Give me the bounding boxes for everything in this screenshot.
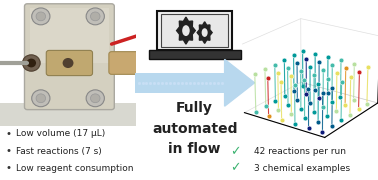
Polygon shape bbox=[177, 17, 195, 44]
Text: 42 reactions per run: 42 reactions per run bbox=[254, 147, 346, 156]
Circle shape bbox=[86, 90, 104, 107]
Circle shape bbox=[182, 25, 190, 36]
Text: ✓: ✓ bbox=[230, 145, 240, 158]
Text: Fully: Fully bbox=[176, 101, 213, 115]
FancyBboxPatch shape bbox=[149, 50, 241, 59]
Circle shape bbox=[32, 90, 50, 107]
Text: automated: automated bbox=[152, 122, 237, 136]
Text: in flow: in flow bbox=[169, 142, 221, 156]
Circle shape bbox=[90, 94, 100, 103]
Text: ✓: ✓ bbox=[230, 162, 240, 175]
FancyBboxPatch shape bbox=[46, 50, 93, 76]
Circle shape bbox=[63, 58, 73, 68]
Text: Low volume (17 μL): Low volume (17 μL) bbox=[16, 129, 105, 138]
Circle shape bbox=[90, 12, 100, 21]
FancyBboxPatch shape bbox=[25, 4, 114, 110]
Text: •: • bbox=[5, 163, 11, 174]
Circle shape bbox=[22, 55, 40, 71]
Text: Low reagent consumption: Low reagent consumption bbox=[16, 164, 133, 173]
FancyBboxPatch shape bbox=[161, 14, 228, 47]
Circle shape bbox=[26, 59, 36, 67]
Bar bbox=[30, 8, 109, 63]
Text: •: • bbox=[5, 146, 11, 156]
Polygon shape bbox=[225, 59, 254, 106]
Text: •: • bbox=[5, 129, 11, 139]
Circle shape bbox=[201, 28, 208, 37]
Text: Fast reactions (7 s): Fast reactions (7 s) bbox=[16, 147, 102, 156]
Polygon shape bbox=[197, 22, 212, 43]
Circle shape bbox=[36, 94, 46, 103]
Circle shape bbox=[32, 8, 50, 25]
Circle shape bbox=[36, 12, 46, 21]
Circle shape bbox=[86, 8, 104, 25]
Bar bbox=[0, 103, 136, 126]
FancyBboxPatch shape bbox=[109, 52, 141, 74]
Text: 3 chemical examples: 3 chemical examples bbox=[254, 164, 350, 173]
FancyBboxPatch shape bbox=[157, 11, 232, 50]
FancyBboxPatch shape bbox=[135, 73, 225, 93]
